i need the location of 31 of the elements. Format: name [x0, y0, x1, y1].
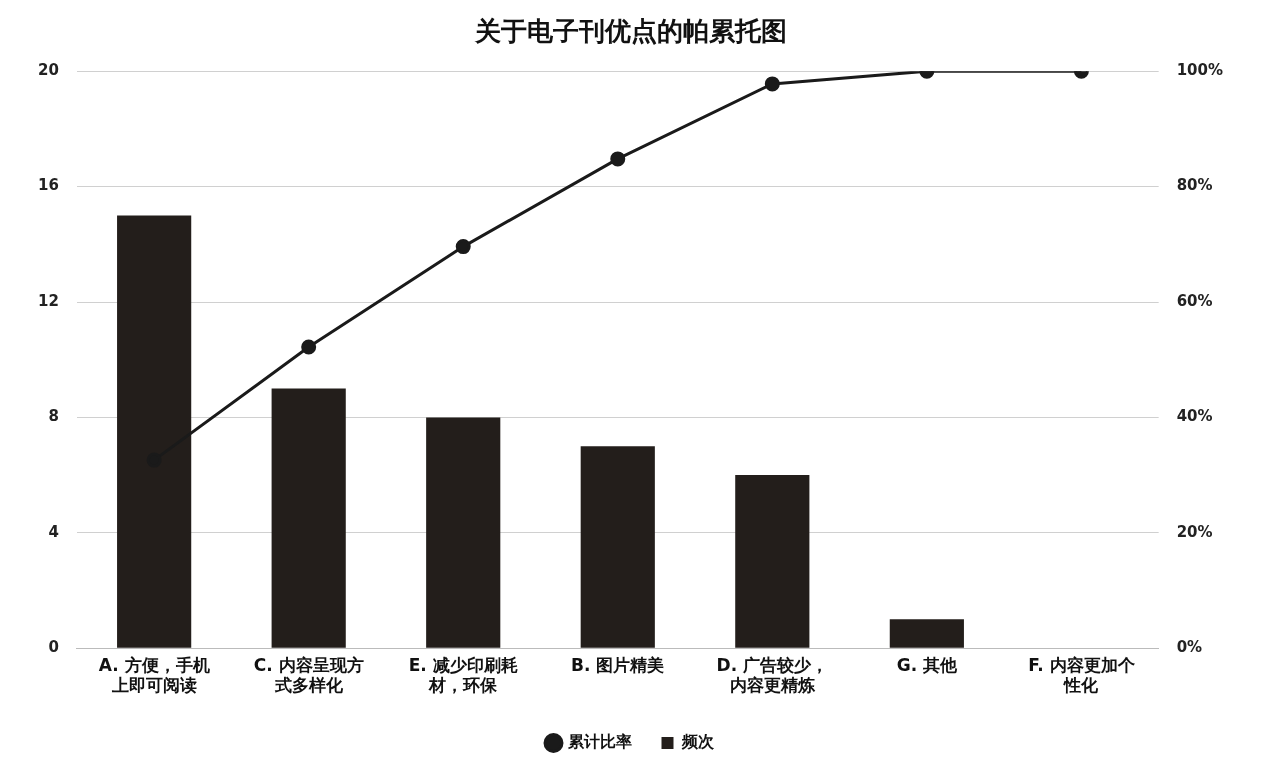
point — [301, 339, 317, 355]
bar — [580, 446, 655, 648]
x-tick-label: D. 广告较少，内容更精炼 — [716, 654, 829, 696]
point — [610, 151, 626, 167]
bar — [735, 475, 810, 648]
y-tick-label: 20 — [38, 61, 59, 80]
x-tick-label: G. 其他 — [896, 654, 959, 675]
legend-label: 频次 — [680, 732, 715, 752]
y2-tick-label: 40% — [1176, 407, 1213, 426]
x-tick-label: B. 图片精美 — [571, 654, 665, 675]
y-tick-label: 0 — [48, 638, 59, 657]
legend-label: 累计比率 — [566, 732, 632, 752]
y2-tick-label: 20% — [1176, 522, 1213, 541]
x-tick-label: E. 减少印刷耗材，环保 — [408, 654, 518, 696]
y2-tick-label: 100% — [1176, 61, 1223, 80]
y2-tick-label: 80% — [1176, 176, 1213, 195]
point — [455, 239, 471, 255]
y-tick-label: 8 — [48, 407, 59, 426]
x-tick-label: A. 方便，手机上即可阅读 — [98, 654, 210, 696]
bar — [889, 619, 964, 648]
point — [764, 76, 780, 92]
y-tick-label: 16 — [38, 176, 59, 195]
y-tick-label: 4 — [48, 522, 59, 541]
bar — [426, 417, 501, 648]
bar — [271, 388, 346, 648]
y2-tick-label: 60% — [1176, 291, 1213, 310]
x-tick-label: C. 内容呈现方式多样化 — [253, 654, 364, 696]
y-tick-label: 12 — [38, 291, 59, 310]
x-tick-label: F. 内容更加个性化 — [1028, 654, 1136, 696]
y2-tick-label: 0% — [1176, 638, 1203, 657]
chart-title: 关于电子刊优点的帕累托图 — [473, 16, 787, 47]
